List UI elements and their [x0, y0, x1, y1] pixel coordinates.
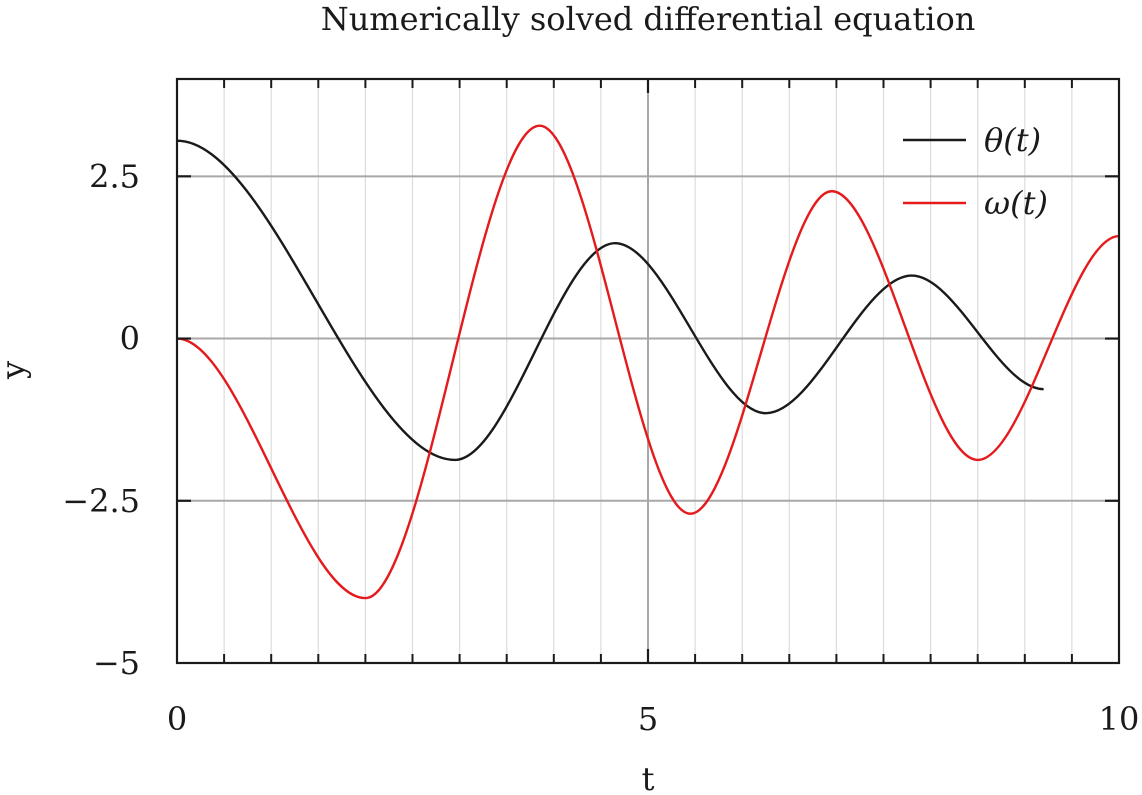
x-tick-label: 5 [638, 700, 658, 738]
legend-label-0: θ(t) [984, 121, 1041, 159]
legend: θ(t) ω(t) [903, 121, 1048, 222]
chart-title: Numerically solved differential equation [321, 0, 976, 38]
y-tick-label: 0 [120, 320, 140, 358]
tick-labels: 0 5 10 −5 −2.5 0 2.5 [62, 157, 1139, 738]
series-lines [176, 124, 1120, 600]
y-tick-label: −5 [93, 644, 140, 682]
series-line-1 [176, 124, 1120, 600]
grid [177, 79, 1119, 663]
series-line-0 [176, 139, 1044, 462]
x-tick-label: 0 [167, 700, 187, 738]
axis-ticks [177, 79, 1119, 663]
y-axis-label: y [0, 361, 32, 380]
y-tick-label: −2.5 [62, 482, 140, 520]
x-axis-label: t [642, 760, 655, 795]
x-tick-label: 10 [1099, 700, 1140, 738]
legend-label-1: ω(t) [984, 184, 1048, 222]
y-tick-label: 2.5 [89, 157, 140, 195]
